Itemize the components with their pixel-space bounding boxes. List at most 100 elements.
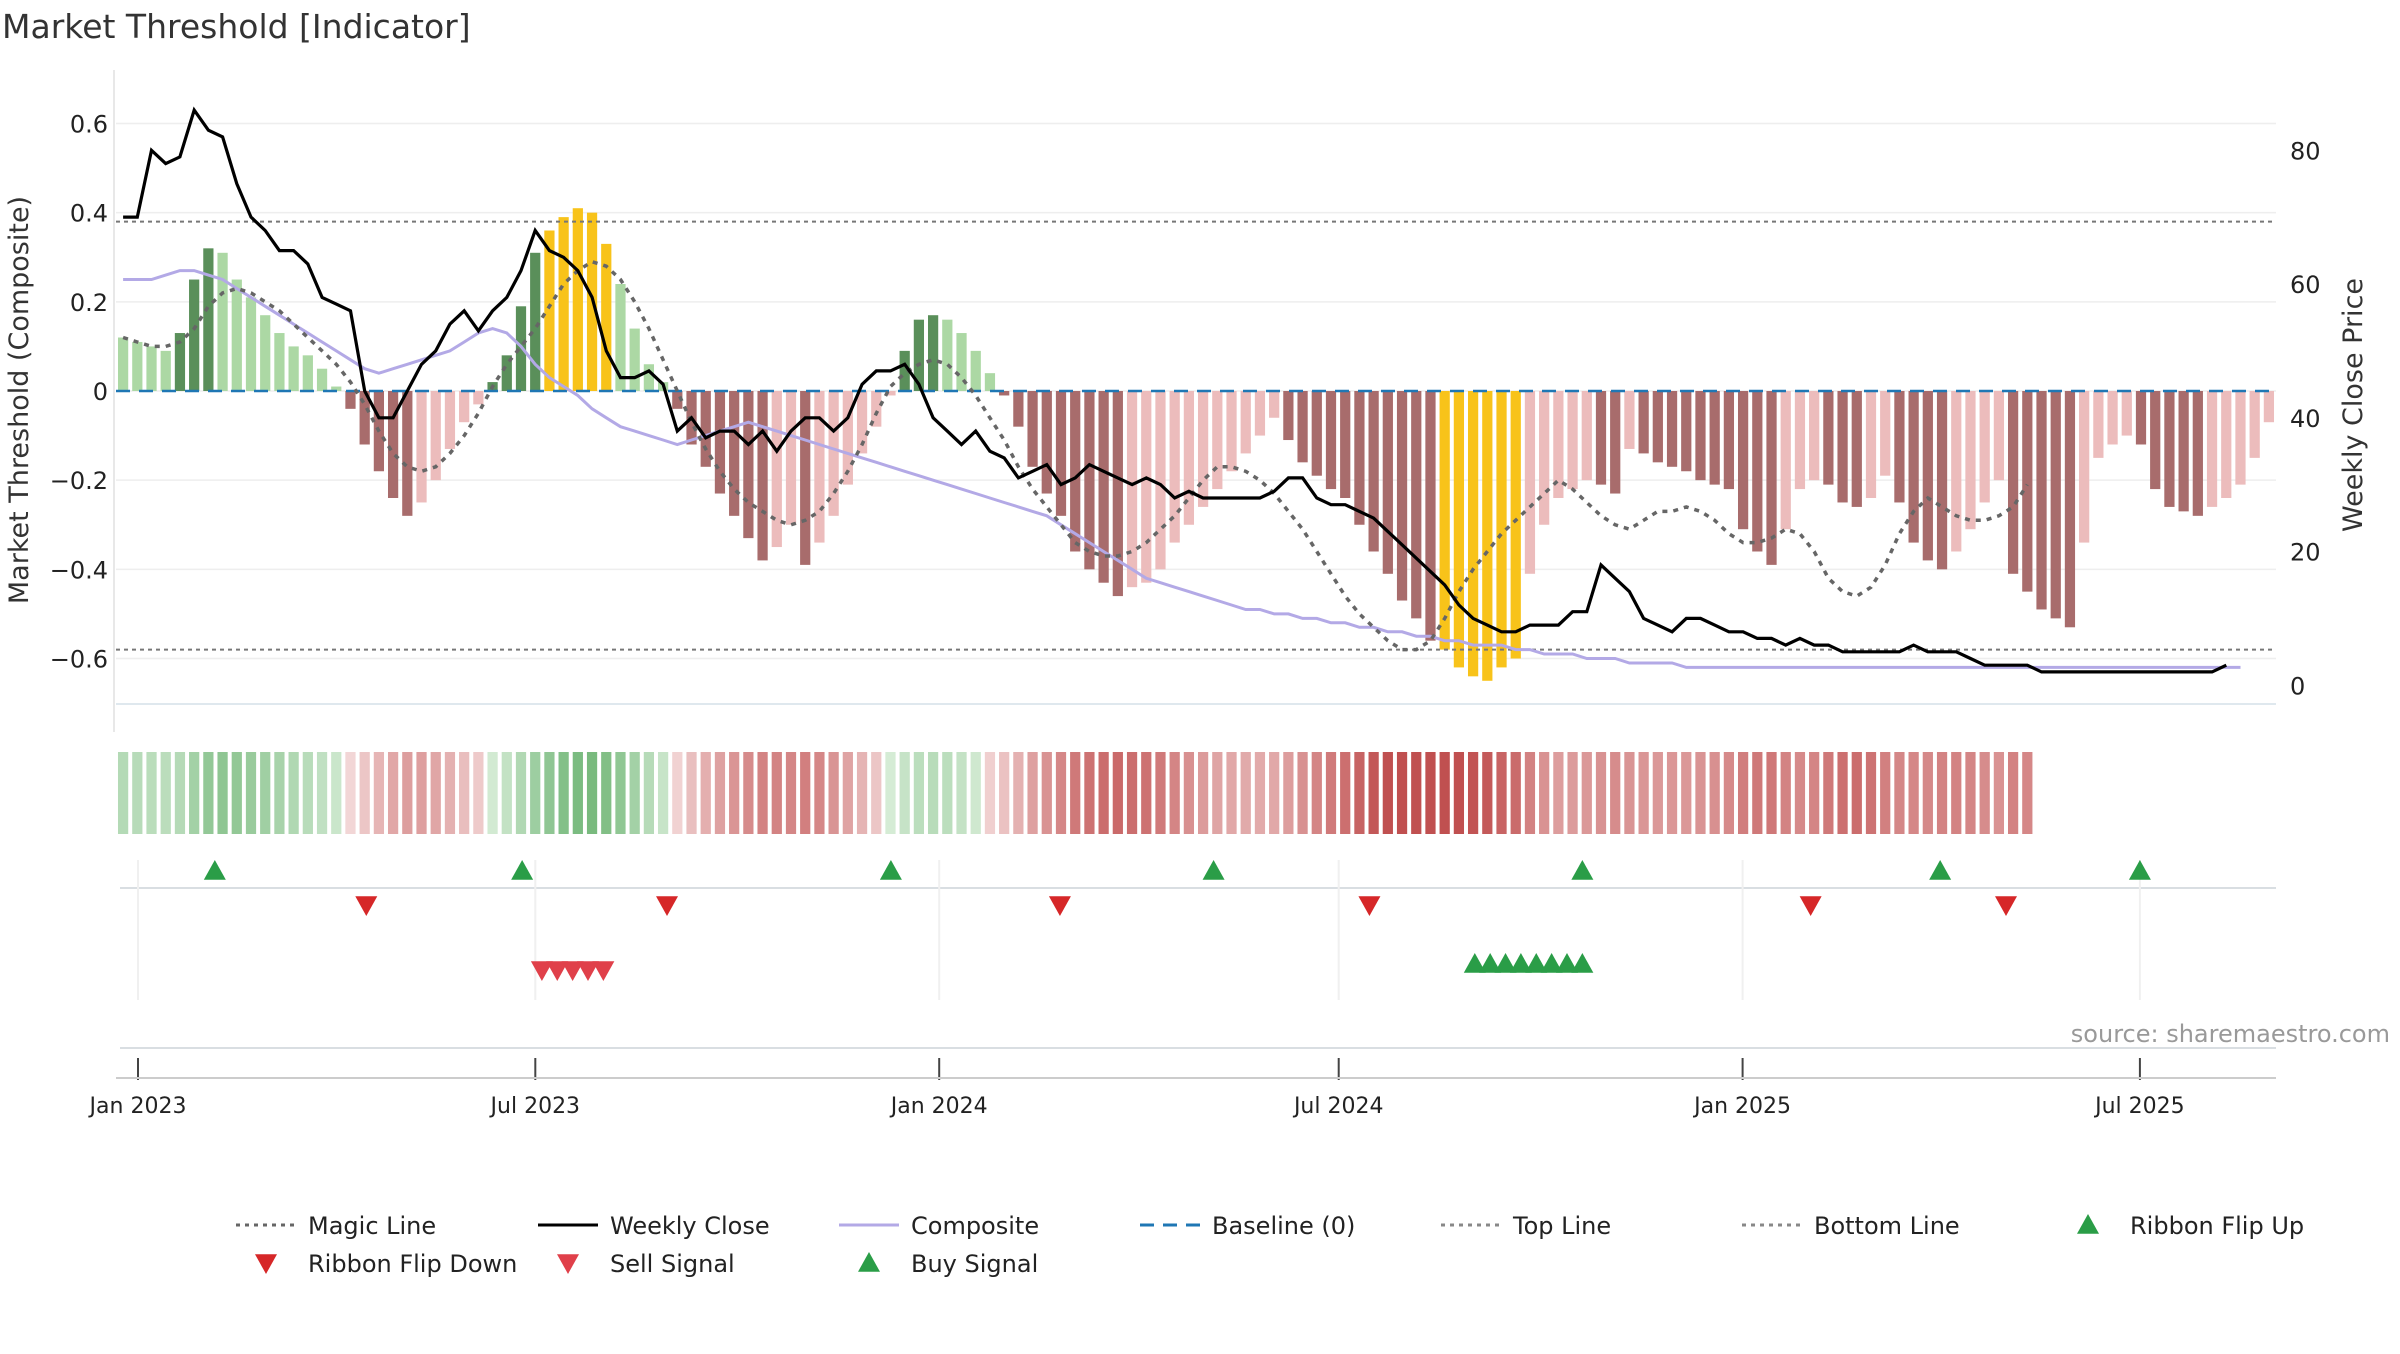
composite-bar bbox=[771, 391, 782, 548]
ribbon-cell bbox=[927, 752, 939, 834]
composite-bar bbox=[1311, 391, 1322, 476]
composite-bar bbox=[1297, 391, 1308, 463]
ribbon-flip-down-marker bbox=[656, 896, 679, 916]
ribbon-cell bbox=[274, 752, 285, 834]
composite-bar bbox=[530, 252, 541, 391]
composite-bar bbox=[1354, 391, 1365, 525]
composite-bars bbox=[117, 208, 2275, 681]
ribbon-cell bbox=[1610, 752, 1621, 834]
ribbon-cell bbox=[942, 752, 953, 834]
ribbon-cell bbox=[1681, 752, 1692, 834]
ribbon-cell bbox=[1595, 752, 1607, 834]
composite-bar bbox=[1638, 391, 1649, 454]
ribbon-flip-up-marker bbox=[879, 860, 902, 880]
ribbon-cell bbox=[1539, 752, 1550, 834]
legend: Magic Line Weekly Close Composite Baseline … bbox=[236, 1212, 2304, 1278]
composite-bar bbox=[1936, 391, 1948, 570]
buy-signal-marker bbox=[1540, 953, 1563, 973]
composite-bar bbox=[1368, 391, 1379, 552]
y-tick-label-left: 0.2 bbox=[70, 289, 108, 317]
composite-bar bbox=[2135, 391, 2147, 445]
composite-bar bbox=[160, 350, 171, 391]
composite-bar bbox=[1951, 391, 1962, 552]
composite-bar bbox=[302, 355, 313, 391]
composite-bar bbox=[1325, 391, 1337, 490]
ribbon-cell bbox=[1112, 752, 1123, 834]
y-tick-label-right: 40 bbox=[2290, 405, 2321, 433]
composite-bar bbox=[1695, 391, 1706, 481]
composite-bar bbox=[1894, 391, 1905, 503]
ribbon-cell bbox=[387, 752, 399, 834]
y-tick-label-right: 0 bbox=[2290, 672, 2305, 700]
composite-bar bbox=[700, 391, 711, 467]
composite-bar bbox=[1041, 391, 1052, 494]
composite-bar bbox=[260, 315, 271, 391]
legend-label: Top Line bbox=[1512, 1212, 1611, 1240]
ribbon-cell bbox=[615, 752, 626, 834]
x-tick-label: Jul 2023 bbox=[489, 1094, 581, 1119]
composite-bar bbox=[132, 341, 143, 391]
composite-bar bbox=[2036, 391, 2047, 610]
ribbon-cell bbox=[1467, 752, 1479, 834]
ribbon-cell bbox=[672, 752, 683, 834]
chart-title: Market Threshold [Indicator] bbox=[2, 7, 471, 46]
composite-bar bbox=[885, 391, 896, 396]
composite-bar bbox=[956, 333, 967, 391]
composite-bar bbox=[2022, 391, 2033, 592]
composite-bar bbox=[1141, 391, 1152, 583]
ribbon-cell bbox=[1311, 752, 1322, 834]
ribbon-cell bbox=[1936, 752, 1948, 834]
buy-signal-marker bbox=[1463, 953, 1486, 973]
ribbon-cell bbox=[416, 752, 427, 834]
signal-markers bbox=[120, 860, 2276, 1049]
legend-label: Weekly Close bbox=[610, 1212, 770, 1240]
composite-bar bbox=[217, 252, 228, 391]
composite-bar bbox=[2164, 391, 2175, 507]
composite-bar bbox=[274, 333, 285, 391]
sell-signal-marker bbox=[546, 961, 569, 981]
legend-label: Buy Signal bbox=[911, 1250, 1038, 1278]
buy-signal-marker bbox=[1525, 953, 1548, 973]
legend-label: Ribbon Flip Down bbox=[308, 1250, 517, 1278]
legend-swatch bbox=[557, 1254, 579, 1274]
ribbon-cell bbox=[345, 752, 356, 834]
composite-bar bbox=[672, 391, 683, 409]
legend-item: Sell Signal bbox=[557, 1250, 735, 1278]
ribbon-cell bbox=[1752, 752, 1763, 834]
ribbon-cell bbox=[1425, 752, 1436, 834]
ribbon-cell bbox=[1396, 752, 1408, 834]
legend-item: Buy Signal bbox=[858, 1250, 1038, 1278]
ribbon-cell bbox=[586, 752, 598, 834]
composite-bar bbox=[1681, 391, 1692, 472]
composite-bar bbox=[1269, 391, 1280, 418]
composite-bar bbox=[1908, 391, 1919, 543]
ribbon-cell bbox=[402, 752, 413, 834]
legend-label: Bottom Line bbox=[1814, 1212, 1960, 1240]
composite-bar bbox=[558, 217, 569, 391]
ribbon-cell bbox=[1809, 752, 1820, 834]
composite-bar bbox=[174, 333, 186, 391]
series-lines bbox=[122, 106, 2241, 674]
ribbon-flip-down-marker bbox=[1799, 896, 1822, 916]
composite-bar bbox=[501, 355, 512, 391]
composite-bar bbox=[899, 350, 910, 391]
ribbon-cell bbox=[1269, 752, 1280, 834]
composite-bar bbox=[1482, 391, 1493, 681]
ribbon-flip-up-marker bbox=[1929, 860, 1952, 880]
composite-bar bbox=[1340, 391, 1351, 498]
composite-bar bbox=[800, 391, 811, 565]
ribbon-cell bbox=[800, 752, 811, 834]
composite-bar bbox=[828, 391, 839, 516]
composite-bar bbox=[814, 391, 825, 543]
ribbon-cell bbox=[1368, 752, 1379, 834]
composite-bar bbox=[473, 391, 484, 405]
composite-bar bbox=[1013, 391, 1024, 427]
composite-bar bbox=[1212, 391, 1223, 490]
composite-bar bbox=[2249, 391, 2260, 458]
composite-bar bbox=[729, 391, 740, 516]
composite-bar bbox=[1851, 391, 1862, 507]
ribbon-cell bbox=[1894, 752, 1905, 834]
ribbon-flip-up-marker bbox=[2128, 860, 2151, 880]
composite-bar bbox=[1752, 391, 1763, 552]
ribbon-cell bbox=[444, 752, 456, 834]
